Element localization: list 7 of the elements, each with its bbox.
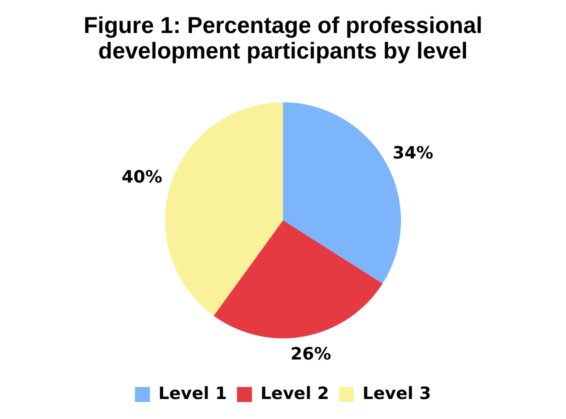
data-label: 34% <box>392 144 434 164</box>
data-label: 40% <box>122 167 162 188</box>
legend-label: Level 2 <box>260 384 330 404</box>
legend-label: Level 1 <box>158 384 227 404</box>
data-label: 26% <box>290 344 332 364</box>
legend-label: Level 3 <box>362 384 432 404</box>
chart-title: Figure 1: Percentage of professional development participants by level <box>84 12 482 64</box>
